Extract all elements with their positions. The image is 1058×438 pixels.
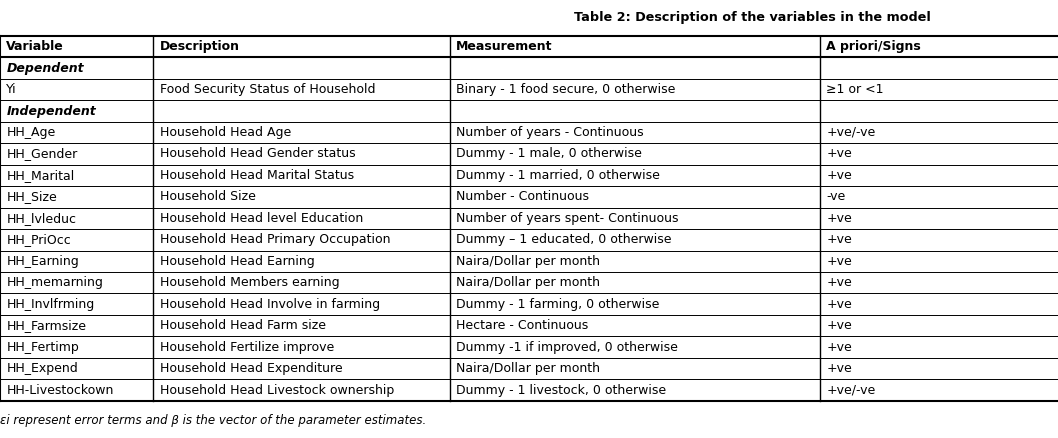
Text: Yi: Yi [6, 83, 17, 96]
Text: Household Head Farm size: Household Head Farm size [160, 319, 326, 332]
Text: HH_Marital: HH_Marital [6, 169, 75, 182]
Text: +ve: +ve [826, 212, 852, 225]
Text: HH_Farmsize: HH_Farmsize [6, 319, 87, 332]
Text: Number of years spent- Continuous: Number of years spent- Continuous [456, 212, 678, 225]
Text: Household Head Marital Status: Household Head Marital Status [160, 169, 353, 182]
Text: +ve: +ve [826, 298, 852, 311]
Text: Dummy - 1 livestock, 0 otherwise: Dummy - 1 livestock, 0 otherwise [456, 384, 667, 396]
Text: Binary - 1 food secure, 0 otherwise: Binary - 1 food secure, 0 otherwise [456, 83, 675, 96]
Text: Household Fertilize improve: Household Fertilize improve [160, 341, 334, 353]
Text: +ve: +ve [826, 255, 852, 268]
Text: Description: Description [160, 40, 240, 53]
Text: Number - Continuous: Number - Continuous [456, 191, 589, 203]
Text: εi represent error terms and β is the vector of the parameter estimates.: εi represent error terms and β is the ve… [0, 414, 426, 427]
Text: Household Head level Education: Household Head level Education [160, 212, 363, 225]
Text: HH_Gender: HH_Gender [6, 148, 77, 160]
Text: Dummy - 1 married, 0 otherwise: Dummy - 1 married, 0 otherwise [456, 169, 660, 182]
Text: A priori/Signs: A priori/Signs [826, 40, 922, 53]
Text: +ve/-ve: +ve/-ve [826, 384, 876, 396]
Text: Number of years - Continuous: Number of years - Continuous [456, 126, 643, 139]
Text: HH-Livestockown: HH-Livestockown [6, 384, 113, 396]
Text: Household Head Primary Occupation: Household Head Primary Occupation [160, 233, 390, 246]
Text: Independent: Independent [6, 105, 96, 117]
Text: Naira/Dollar per month: Naira/Dollar per month [456, 255, 600, 268]
Text: +ve: +ve [826, 341, 852, 353]
Text: HH_Fertimp: HH_Fertimp [6, 341, 79, 353]
Text: Household Head Gender status: Household Head Gender status [160, 148, 355, 160]
Text: ≥1 or <1: ≥1 or <1 [826, 83, 883, 96]
Text: Household Head Involve in farming: Household Head Involve in farming [160, 298, 380, 311]
Text: +ve: +ve [826, 233, 852, 246]
Text: Dependent: Dependent [6, 62, 84, 74]
Text: Measurement: Measurement [456, 40, 552, 53]
Text: Variable: Variable [6, 40, 65, 53]
Text: Dummy -1 if improved, 0 otherwise: Dummy -1 if improved, 0 otherwise [456, 341, 678, 353]
Text: HH_Earning: HH_Earning [6, 255, 79, 268]
Text: HH_memarning: HH_memarning [6, 276, 104, 289]
Text: +ve: +ve [826, 319, 852, 332]
Text: Hectare - Continuous: Hectare - Continuous [456, 319, 588, 332]
Text: +ve: +ve [826, 362, 852, 375]
Text: Naira/Dollar per month: Naira/Dollar per month [456, 276, 600, 289]
Text: Household Size: Household Size [160, 191, 256, 203]
Text: Table 2: Description of the variables in the model: Table 2: Description of the variables in… [574, 11, 931, 24]
Text: +ve: +ve [826, 148, 852, 160]
Text: HH_PriOcc: HH_PriOcc [6, 233, 71, 246]
Text: Dummy - 1 farming, 0 otherwise: Dummy - 1 farming, 0 otherwise [456, 298, 659, 311]
Text: +ve/-ve: +ve/-ve [826, 126, 876, 139]
Text: Dummy – 1 educated, 0 otherwise: Dummy – 1 educated, 0 otherwise [456, 233, 672, 246]
Text: Dummy - 1 male, 0 otherwise: Dummy - 1 male, 0 otherwise [456, 148, 642, 160]
Text: HH_lvleduc: HH_lvleduc [6, 212, 76, 225]
Text: HH_Invlfrming: HH_Invlfrming [6, 298, 94, 311]
Text: +ve: +ve [826, 276, 852, 289]
Text: Household Head Age: Household Head Age [160, 126, 291, 139]
Text: Household Head Expenditure: Household Head Expenditure [160, 362, 343, 375]
Text: +ve: +ve [826, 169, 852, 182]
Text: Household Head Earning: Household Head Earning [160, 255, 314, 268]
Text: Household Head Livestock ownership: Household Head Livestock ownership [160, 384, 394, 396]
Text: HH_Size: HH_Size [6, 191, 57, 203]
Text: HH_Age: HH_Age [6, 126, 56, 139]
Text: Naira/Dollar per month: Naira/Dollar per month [456, 362, 600, 375]
Text: -ve: -ve [826, 191, 845, 203]
Text: HH_Expend: HH_Expend [6, 362, 78, 375]
Text: Food Security Status of Household: Food Security Status of Household [160, 83, 376, 96]
Text: Household Members earning: Household Members earning [160, 276, 340, 289]
